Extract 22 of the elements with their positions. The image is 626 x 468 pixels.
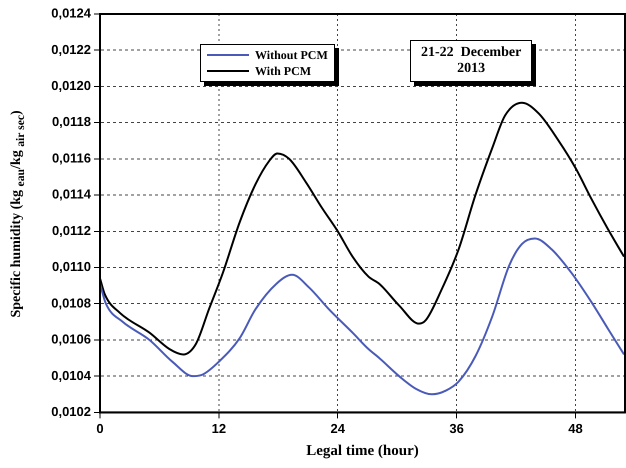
y-tick-label: 0,0102 [51,404,91,419]
y-tick-label: 0,0116 [52,150,91,166]
y-tick-label: 0,0110 [52,259,91,274]
y-tick-label: 0,0114 [52,186,92,202]
legend-label: Without PCM [255,48,328,62]
y-tick-label: 0,0106 [51,332,91,347]
y-tick-label: 0,0120 [51,78,91,94]
y-tick-label: 0,0124 [51,6,92,21]
x-tick-label: 48 [568,420,583,436]
x-axis-title: Legal time (hour) [306,442,419,459]
y-tick-label: 0,0118 [52,114,91,130]
line-series [100,238,625,396]
y-tick-label: 0,0122 [51,42,91,57]
x-tick-label: 24 [330,420,346,436]
legend-label: With PCM [255,64,312,78]
x-tick-label: 36 [449,420,464,436]
annotation: 21-22 December 2013 [410,40,532,82]
y-tick-label: 0,0104 [51,368,92,383]
x-tick-label: 12 [212,420,226,436]
y-tick-label: 0,0108 [51,295,91,310]
y-tick-label: 0,0112 [52,222,91,238]
x-tick-label: 0 [96,420,104,436]
